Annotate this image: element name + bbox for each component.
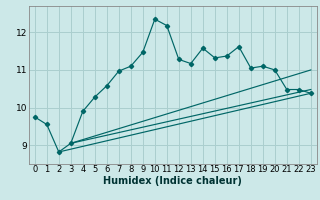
X-axis label: Humidex (Indice chaleur): Humidex (Indice chaleur) [103,176,242,186]
